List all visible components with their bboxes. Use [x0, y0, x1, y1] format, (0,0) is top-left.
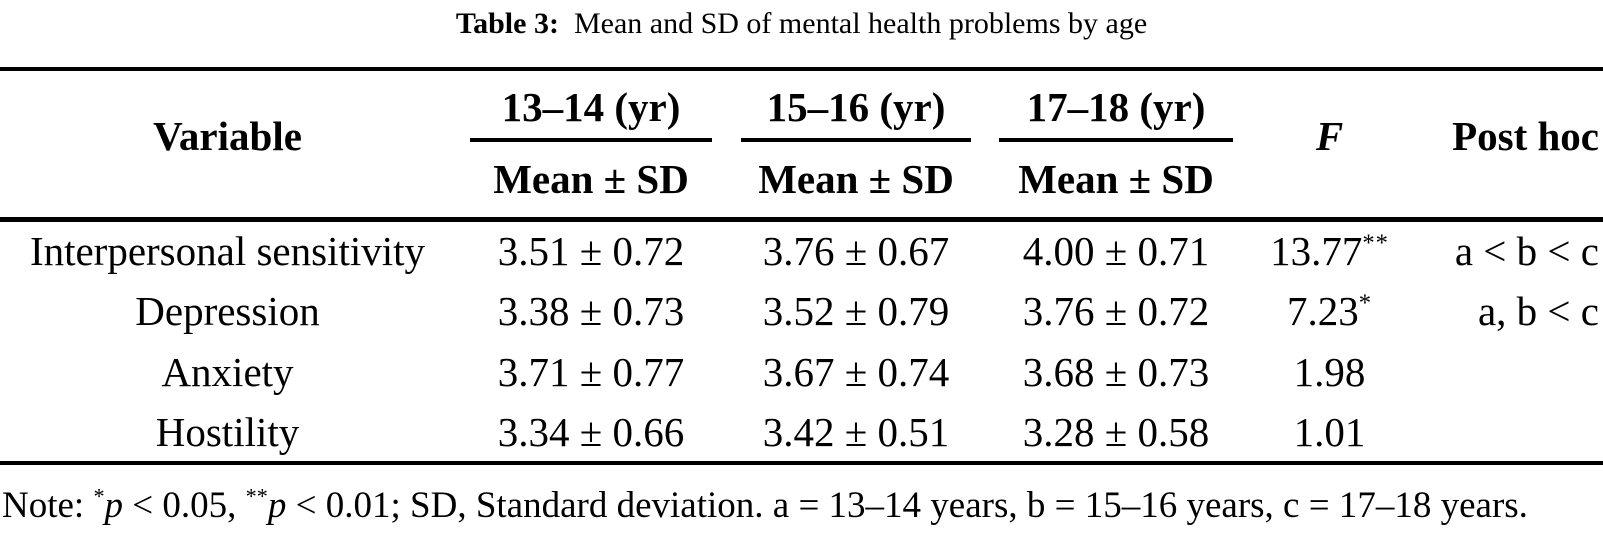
- table-caption: Table 3: Mean and SD of mental health pro…: [0, 0, 1603, 67]
- header-row-mean-sd: Mean ± SD Mean ± SD Mean ± SD: [0, 142, 1603, 219]
- mean-sd-17-18: 3.76 ± 0.72: [1022, 287, 1210, 334]
- row-variable-label: Interpersonal sensitivity: [0, 216, 455, 280]
- significance-stars: **: [1362, 229, 1389, 257]
- post-hoc-value: a < b < c: [1412, 216, 1603, 280]
- subheader-mean-sd-15-16: Mean ± SD: [758, 156, 954, 203]
- note-p-italic: p: [267, 485, 287, 526]
- mean-sd-13-14: 3.38 ± 0.73: [497, 287, 685, 334]
- mean-sd-13-14: 3.51 ± 0.72: [455, 216, 727, 280]
- row-variable-label: Depression: [135, 287, 320, 334]
- f-value: 1.01: [1247, 402, 1412, 463]
- post-hoc-value: a, b < c: [1477, 287, 1599, 334]
- f-value: 1.98: [1247, 341, 1412, 402]
- note-p-threshold-1: < 0.05,: [123, 485, 246, 526]
- mean-sd-13-14: 3.34 ± 0.66: [497, 408, 685, 455]
- mean-sd-17-18: 3.28 ± 0.58: [1022, 408, 1210, 455]
- column-header-variable: Variable: [153, 112, 302, 159]
- note-abbreviations: SD, Standard deviation. a = 13–14 years,…: [410, 485, 1528, 526]
- table-row-depression: Depression 3.38 ± 0.73 3.52 ± 0.79 3.76 …: [0, 280, 1603, 341]
- column-header-f-statistic: F: [1315, 112, 1344, 159]
- mean-sd-13-14: 3.71 ± 0.77: [497, 348, 685, 395]
- age-17-18-spanner: 17–18 (yr): [999, 71, 1233, 142]
- subheader-mean-sd-13-14: Mean ± SD: [493, 156, 689, 203]
- f-statistic: 13.77: [1270, 227, 1363, 274]
- column-header-post-hoc: Post hoc: [1452, 112, 1599, 159]
- mean-sd-17-18: 4.00 ± 0.71: [985, 216, 1247, 280]
- table-caption-label: Table 3:: [455, 7, 559, 40]
- mean-sd-15-16: 3.67 ± 0.74: [762, 348, 950, 395]
- post-hoc-value: [1412, 341, 1603, 402]
- table-row-interpersonal-sensitivity: Interpersonal sensitivity 3.51 ± 0.72 3.…: [0, 216, 1603, 280]
- mean-sd-15-16: 3.52 ± 0.79: [762, 287, 950, 334]
- table-caption-text: Mean and SD of mental health problems by…: [573, 7, 1148, 40]
- age-15-16-spanner: 15–16 (yr): [741, 71, 971, 142]
- significance-stars: *: [1358, 288, 1373, 316]
- stats-table: Variable 13–14 (yr) 15–16 (yr) 17–18 (yr…: [0, 67, 1603, 465]
- column-header-age-17-18: 17–18 (yr): [985, 69, 1247, 142]
- f-statistic: 7.23: [1286, 287, 1359, 334]
- f-statistic: 1.01: [1293, 408, 1366, 455]
- row-variable-label: Anxiety: [161, 348, 294, 395]
- note-star-single: *: [93, 483, 105, 509]
- note-star-double: **: [245, 483, 268, 509]
- table-footnote: Note: *p < 0.05, **p < 0.01; SD, Standar…: [0, 465, 1603, 540]
- table-row-anxiety: Anxiety 3.71 ± 0.77 3.67 ± 0.74 3.68 ± 0…: [0, 341, 1603, 402]
- note-p-threshold-2: < 0.01;: [286, 485, 411, 526]
- row-variable-label: Hostility: [155, 408, 300, 455]
- f-value: 13.77**: [1247, 216, 1412, 280]
- mean-sd-15-16: 3.42 ± 0.51: [762, 408, 950, 455]
- column-header-age-13-14: 13–14 (yr): [455, 69, 727, 142]
- subheader-mean-sd-17-18: Mean ± SD: [1018, 156, 1214, 203]
- f-value: 7.23*: [1247, 280, 1412, 341]
- header-row-age-groups: Variable 13–14 (yr) 15–16 (yr) 17–18 (yr…: [0, 69, 1603, 159]
- mean-sd-15-16: 3.76 ± 0.67: [727, 216, 985, 280]
- column-header-age-15-16: 15–16 (yr): [727, 69, 985, 142]
- note-label: Note:: [2, 485, 94, 526]
- table-row-hostility: Hostility 3.34 ± 0.66 3.42 ± 0.51 3.28 ±…: [0, 402, 1603, 463]
- mean-sd-17-18: 3.68 ± 0.73: [1022, 348, 1210, 395]
- age-13-14-spanner: 13–14 (yr): [469, 71, 713, 142]
- note-p-italic: p: [104, 485, 124, 526]
- post-hoc-value: [1412, 402, 1603, 463]
- f-statistic: 1.98: [1293, 348, 1366, 395]
